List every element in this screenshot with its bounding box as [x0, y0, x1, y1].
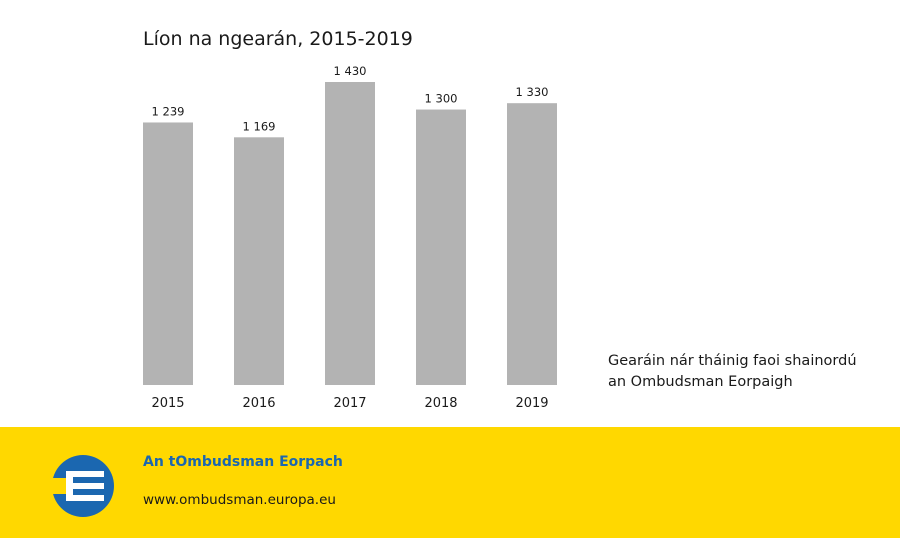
organization-name: An tOmbudsman Eorpach — [143, 454, 343, 470]
bar-2017 — [325, 82, 375, 385]
bar-2015 — [143, 122, 193, 385]
footer-banner: An tOmbudsman Eorpach www.ombudsman.euro… — [0, 427, 900, 538]
value-label-2018: 1 300 — [425, 92, 458, 106]
organization-url[interactable]: www.ombudsman.europa.eu — [143, 492, 336, 508]
value-label-2019: 1 330 — [516, 85, 549, 99]
x-tick-label-2018: 2018 — [424, 396, 457, 411]
value-label-2015: 1 239 — [152, 104, 185, 118]
bar-2018 — [416, 109, 466, 385]
ombudsman-logo-icon — [50, 455, 114, 517]
value-labels-group: 1 239 1 169 1 430 1 300 1 330 — [152, 64, 549, 133]
bars-group — [143, 82, 557, 385]
x-tick-labels-group: 2015 2016 2017 2018 2019 — [151, 396, 548, 411]
x-tick-label-2015: 2015 — [151, 396, 184, 411]
value-label-2017: 1 430 — [334, 64, 367, 78]
chart-title: Líon na ngearán, 2015-2019 — [143, 28, 413, 50]
bar-2019 — [507, 103, 557, 385]
x-tick-label-2016: 2016 — [242, 396, 275, 411]
bar-2016 — [234, 137, 284, 385]
value-label-2016: 1 169 — [243, 119, 276, 133]
x-tick-label-2019: 2019 — [515, 396, 548, 411]
legend-label-line-2: an Ombudsman Eorpaigh — [608, 374, 793, 390]
x-tick-label-2017: 2017 — [333, 396, 366, 411]
legend: Gearáin nár tháinig faoi shainordú an Om… — [608, 351, 857, 393]
legend-label-line-1: Gearáin nár tháinig faoi shainordú — [608, 353, 857, 369]
